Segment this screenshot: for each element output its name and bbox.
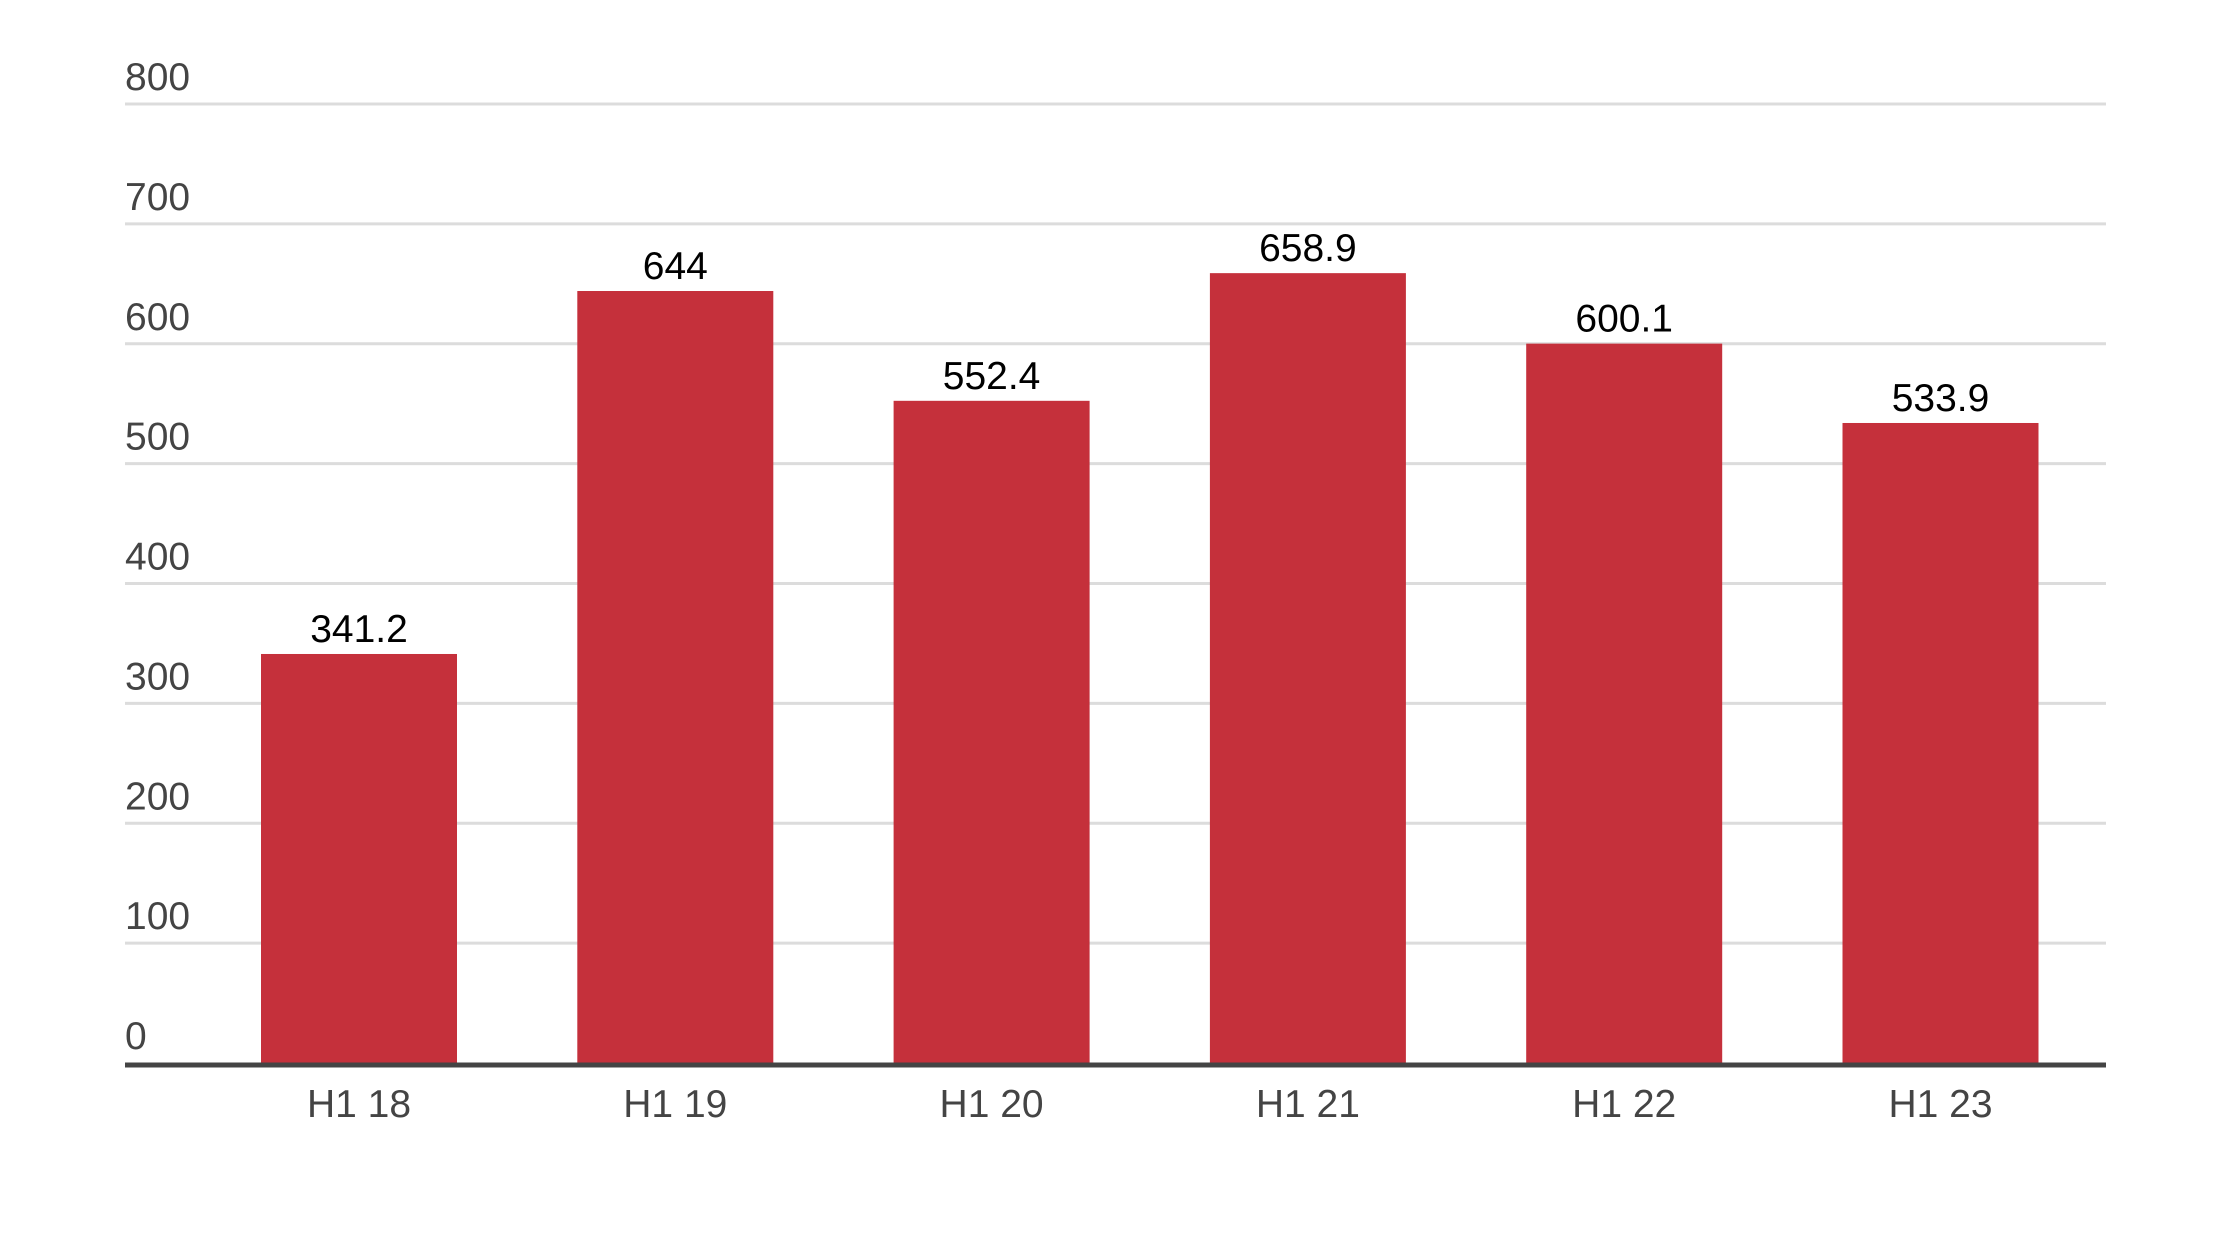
value-label: 644: [643, 245, 708, 288]
x-tick-label: H1 18: [307, 1083, 411, 1126]
bar: [1209, 273, 1406, 1063]
y-tick-label: 800: [125, 56, 190, 99]
bar: [261, 653, 457, 1063]
bar: [893, 400, 1090, 1063]
bar: [577, 291, 774, 1063]
x-tick-label: H1 22: [1572, 1083, 1676, 1126]
y-tick-label: 600: [125, 296, 190, 339]
value-label: 533.9: [1892, 377, 1990, 420]
y-tick-label: 700: [125, 176, 190, 219]
value-label: 341.2: [310, 608, 408, 651]
y-tick-label: 100: [125, 895, 190, 938]
x-tick-label: H1 20: [940, 1083, 1044, 1126]
x-axis-tick-labels: H1 18 H1 19 H1 20 H1 21 H1 22 H1 23: [307, 1083, 1993, 1126]
bar: [1842, 422, 2039, 1063]
y-tick-label: 500: [125, 416, 190, 459]
y-tick-label: 0: [125, 1015, 147, 1058]
y-tick-label: 300: [125, 655, 190, 698]
value-labels: 341.2 644 552.4 658.9 600.1 533.9: [310, 227, 1989, 651]
x-tick-label: H1 19: [623, 1083, 727, 1126]
y-tick-label: 400: [125, 536, 190, 579]
value-label: 552.4: [943, 355, 1041, 398]
x-tick-label: H1 21: [1256, 1083, 1360, 1126]
y-axis-tick-labels: 0 100 200 300 400 500 600 700 800: [125, 56, 190, 1058]
value-label: 600.1: [1575, 298, 1673, 341]
bar: [1526, 343, 1723, 1063]
x-tick-label: H1 23: [1888, 1083, 1992, 1126]
bars: [261, 273, 2039, 1063]
value-label: 658.9: [1259, 227, 1357, 270]
y-tick-label: 200: [125, 775, 190, 818]
